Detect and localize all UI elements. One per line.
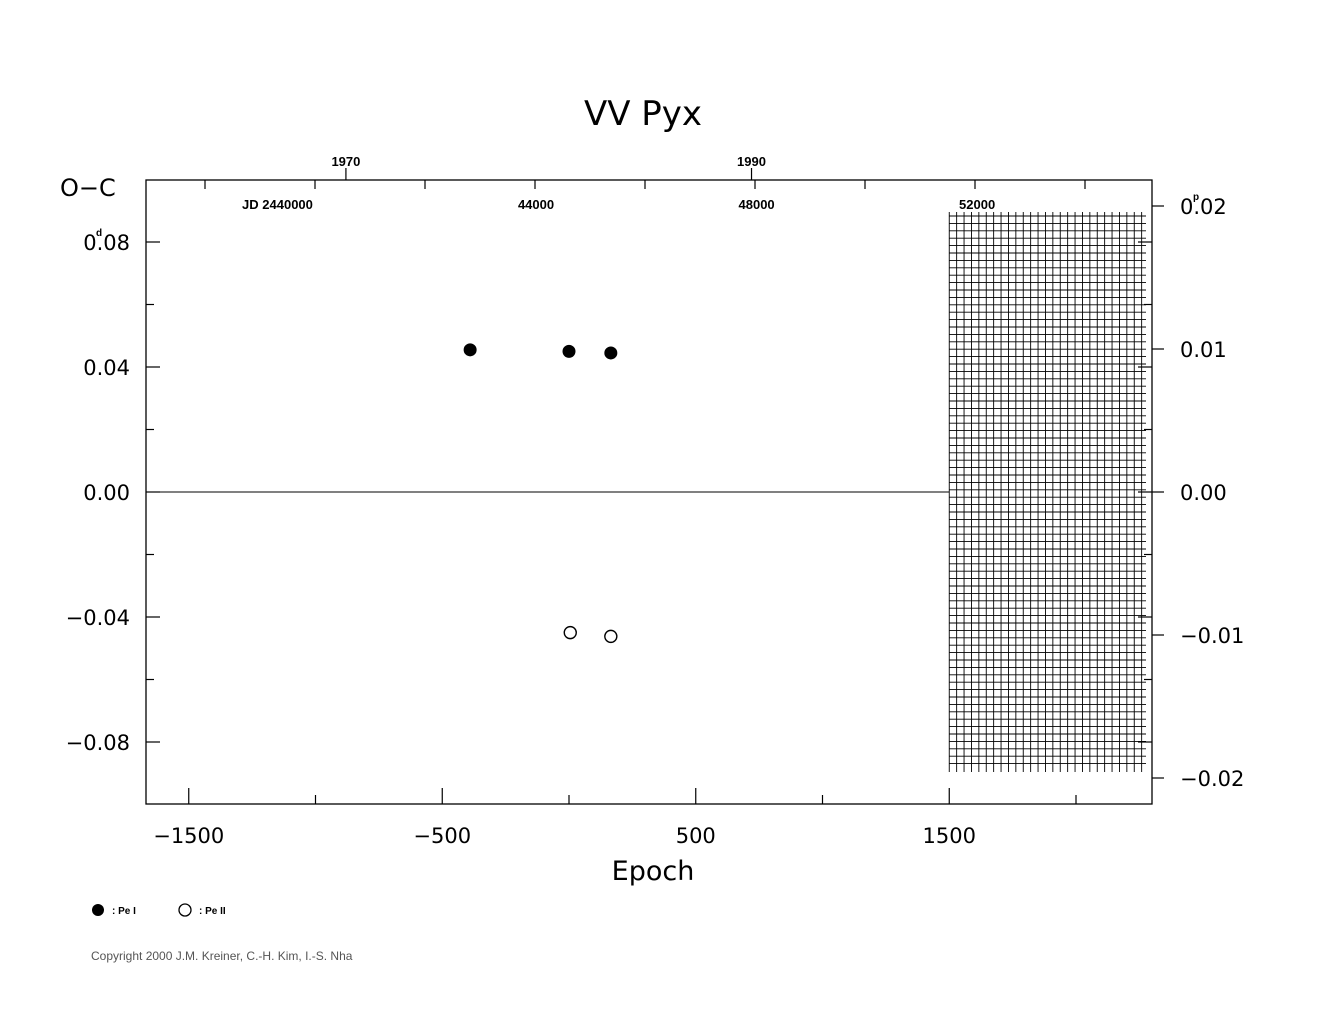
secondary-minimum-point xyxy=(604,629,618,644)
x-tick-label: 500 xyxy=(676,824,716,848)
secondary-minimum-point xyxy=(563,625,577,640)
x-tick-label: −1500 xyxy=(153,824,224,848)
y2-unit-label: p xyxy=(1193,192,1199,203)
jd-tick-label: 52000 xyxy=(959,197,995,212)
x-tick-label: 1500 xyxy=(923,824,976,848)
hatched-region xyxy=(948,212,1146,772)
year-tick-label: 1990 xyxy=(737,154,766,169)
y-tick-label: 0.04 xyxy=(83,356,130,380)
y2-tick-label: −0.02 xyxy=(1180,767,1244,791)
y-tick-label: −0.04 xyxy=(66,606,130,630)
data-points xyxy=(463,343,618,644)
y-tick-label: 0.08 xyxy=(83,231,130,255)
jd-tick-label: JD 2440000 xyxy=(242,197,313,212)
x-axis-label: Epoch xyxy=(612,856,695,887)
year-tick-label: 1970 xyxy=(331,154,360,169)
y2-tick-label: −0.01 xyxy=(1180,624,1244,648)
chart-title: VV Pyx xyxy=(584,94,702,134)
y2-tick-label: 0.00 xyxy=(1180,481,1227,505)
jd-tick-label: 48000 xyxy=(739,197,775,212)
y-tick-label: 0.00 xyxy=(83,481,130,505)
primary-minimum-point xyxy=(463,343,477,357)
y2-tick-label: 0.01 xyxy=(1180,338,1227,362)
legend-pe1-marker xyxy=(92,904,104,916)
y-axis-label: O−C xyxy=(60,174,116,202)
x-tick-label: −500 xyxy=(413,824,471,848)
axis-ticks: −1500 −500 500 1500 0.08 0.04 0.00 −0.04 −0.08 d 0… xyxy=(66,154,1245,848)
y-tick-label: −0.08 xyxy=(66,731,130,755)
legend-pe1-label: : Pe I xyxy=(112,906,136,917)
primary-minimum-point xyxy=(562,344,576,358)
legend-pe2-label: : Pe II xyxy=(199,906,226,917)
legend-pe2-marker xyxy=(178,903,192,917)
legend: : Pe I : Pe II xyxy=(92,903,226,917)
copyright-text: Copyright 2000 J.M. Kreiner, C.-H. Kim, … xyxy=(91,949,353,963)
y2-tick-label: 0.02 xyxy=(1180,195,1227,219)
y-unit-label: d xyxy=(96,228,102,239)
jd-tick-label: 44000 xyxy=(518,197,554,212)
primary-minimum-point xyxy=(604,346,618,360)
